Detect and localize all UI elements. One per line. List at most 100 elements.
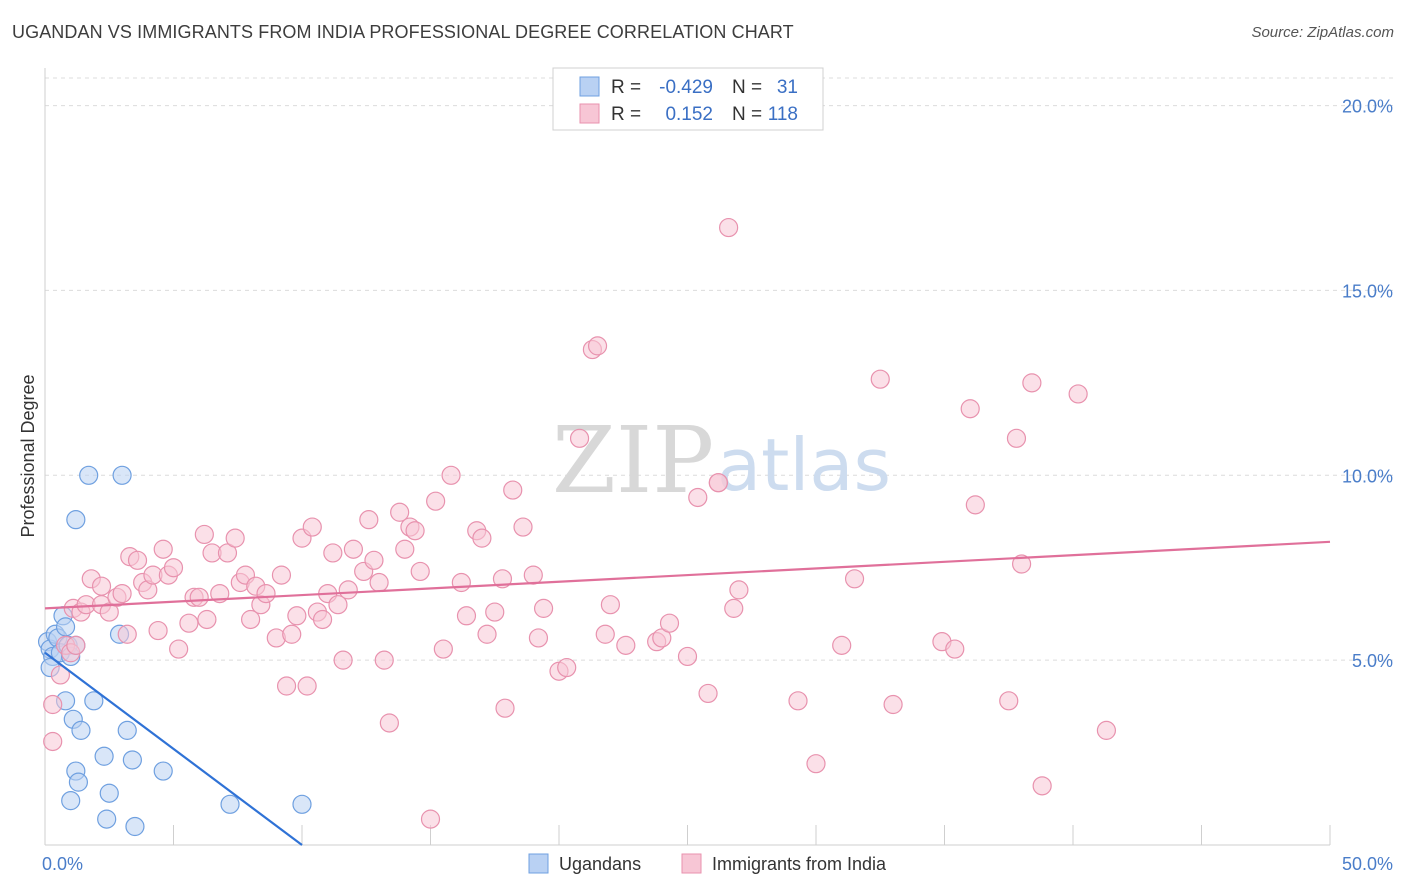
india-point-94 xyxy=(652,628,672,648)
india-point-24 xyxy=(163,558,184,578)
india-point-100 xyxy=(708,473,728,493)
x-tick-labels: 0.0% 50.0% xyxy=(42,854,1393,874)
india-point-69 xyxy=(420,809,441,829)
india-point-53 xyxy=(328,595,348,615)
india-point-40 xyxy=(256,583,276,604)
india-point-113 xyxy=(965,495,985,515)
ugandans-point-29 xyxy=(220,794,240,814)
india-point-68 xyxy=(426,491,446,511)
legend-r-label-0: R = xyxy=(611,77,641,98)
india-point-106 xyxy=(832,635,852,655)
india-point-81 xyxy=(513,517,533,537)
legend-swatch-ugandans xyxy=(579,76,600,97)
india-point-56 xyxy=(343,539,363,559)
watermark-atlas: atlas xyxy=(717,423,891,507)
india-point-17 xyxy=(127,550,148,570)
india-point-111 xyxy=(945,639,965,659)
india-point-2 xyxy=(50,665,71,685)
x-tick-marks xyxy=(44,825,1331,845)
india-point-117 xyxy=(1022,373,1042,393)
bottom-legend-label-ugandans: Ugandans xyxy=(559,854,641,874)
chart-title: UGANDAN VS IMMIGRANTS FROM INDIA PROFESS… xyxy=(12,22,794,42)
ugandans-point-19 xyxy=(84,691,104,711)
india-point-64 xyxy=(395,539,415,559)
india-point-119 xyxy=(1068,384,1088,404)
ugandans-point-21 xyxy=(99,783,119,803)
india-point-104 xyxy=(788,691,808,711)
india-point-82 xyxy=(523,565,543,585)
bottom-legend-swatch-ugandans xyxy=(528,853,549,874)
legend-n-label-0: N = xyxy=(732,77,762,98)
india-point-42 xyxy=(271,565,292,585)
india-point-115 xyxy=(1006,428,1027,448)
india-point-1 xyxy=(43,731,63,752)
india-point-71 xyxy=(441,465,461,485)
india-point-45 xyxy=(287,606,307,626)
india-point-87 xyxy=(569,428,590,448)
india-point-60 xyxy=(369,572,389,593)
y-tick-label-1: 10.0% xyxy=(1342,466,1393,486)
india-point-25 xyxy=(169,639,189,659)
india-point-63 xyxy=(390,502,410,522)
india-point-120 xyxy=(1096,720,1117,740)
ugandans-point-25 xyxy=(117,720,137,740)
india-point-101 xyxy=(719,217,739,238)
india-point-12 xyxy=(99,602,119,622)
series-legend: Ugandans Immigrants from India xyxy=(528,853,887,874)
india-point-30 xyxy=(197,609,217,630)
india-point-86 xyxy=(557,657,577,678)
legend-n-label-1: N = xyxy=(732,104,762,125)
trend-lines xyxy=(44,540,1331,846)
india-point-98 xyxy=(698,683,718,704)
india-point-73 xyxy=(456,606,477,626)
india-point-97 xyxy=(688,487,708,508)
ugandans-point-22 xyxy=(97,809,117,829)
ugandans-point-15 xyxy=(68,772,89,792)
bottom-legend-label-india: Immigrants from India xyxy=(712,854,887,874)
india-point-48 xyxy=(302,517,322,537)
india-point-26 xyxy=(179,613,199,633)
india-point-114 xyxy=(999,691,1019,711)
x-tick-label-1: 50.0% xyxy=(1342,854,1393,874)
india-point-92 xyxy=(616,635,636,655)
bottom-legend-swatch-india xyxy=(681,853,702,874)
ugandans-point-24 xyxy=(112,465,132,485)
india-point-95 xyxy=(659,613,680,633)
y-tick-label-2: 15.0% xyxy=(1342,281,1393,301)
india-point-5 xyxy=(66,635,86,655)
india-point-80 xyxy=(503,480,523,500)
india-points xyxy=(43,217,1117,829)
india-point-34 xyxy=(225,528,245,548)
india-point-89 xyxy=(587,336,608,356)
india-point-70 xyxy=(433,639,453,659)
india-point-54 xyxy=(333,650,353,670)
y-tick-label-3: 20.0% xyxy=(1342,97,1393,117)
india-point-84 xyxy=(533,598,554,618)
india-point-0 xyxy=(43,694,63,715)
ugandans-point-30 xyxy=(292,794,312,814)
india-point-55 xyxy=(338,580,358,600)
ugandans-point-7 xyxy=(55,617,76,637)
india-point-50 xyxy=(312,609,333,630)
india-point-83 xyxy=(528,628,549,648)
y-tick-label-0: 5.0% xyxy=(1352,651,1393,671)
ugandans-point-17 xyxy=(71,720,91,740)
india-point-10 xyxy=(91,576,112,596)
legend-r-value-0: -0.429 xyxy=(659,77,713,98)
india-point-116 xyxy=(1011,554,1032,574)
ugandans-trend-line xyxy=(44,651,303,846)
legend-swatch-india xyxy=(579,103,600,124)
ugandans-point-26 xyxy=(122,750,142,770)
watermark: ZIP atlas xyxy=(552,407,891,514)
correlation-legend: R = -0.429 N = 31 R = 0.152 N = 118 xyxy=(552,67,824,131)
legend-n-value-0: 31 xyxy=(777,77,798,98)
india-point-67 xyxy=(410,561,430,582)
india-point-62 xyxy=(379,713,399,733)
india-point-91 xyxy=(600,595,621,615)
india-point-118 xyxy=(1032,776,1052,796)
ugandans-point-12 xyxy=(61,791,81,811)
legend-r-label-1: R = xyxy=(611,104,641,125)
india-point-33 xyxy=(217,543,238,563)
india-trend-line xyxy=(44,540,1331,610)
